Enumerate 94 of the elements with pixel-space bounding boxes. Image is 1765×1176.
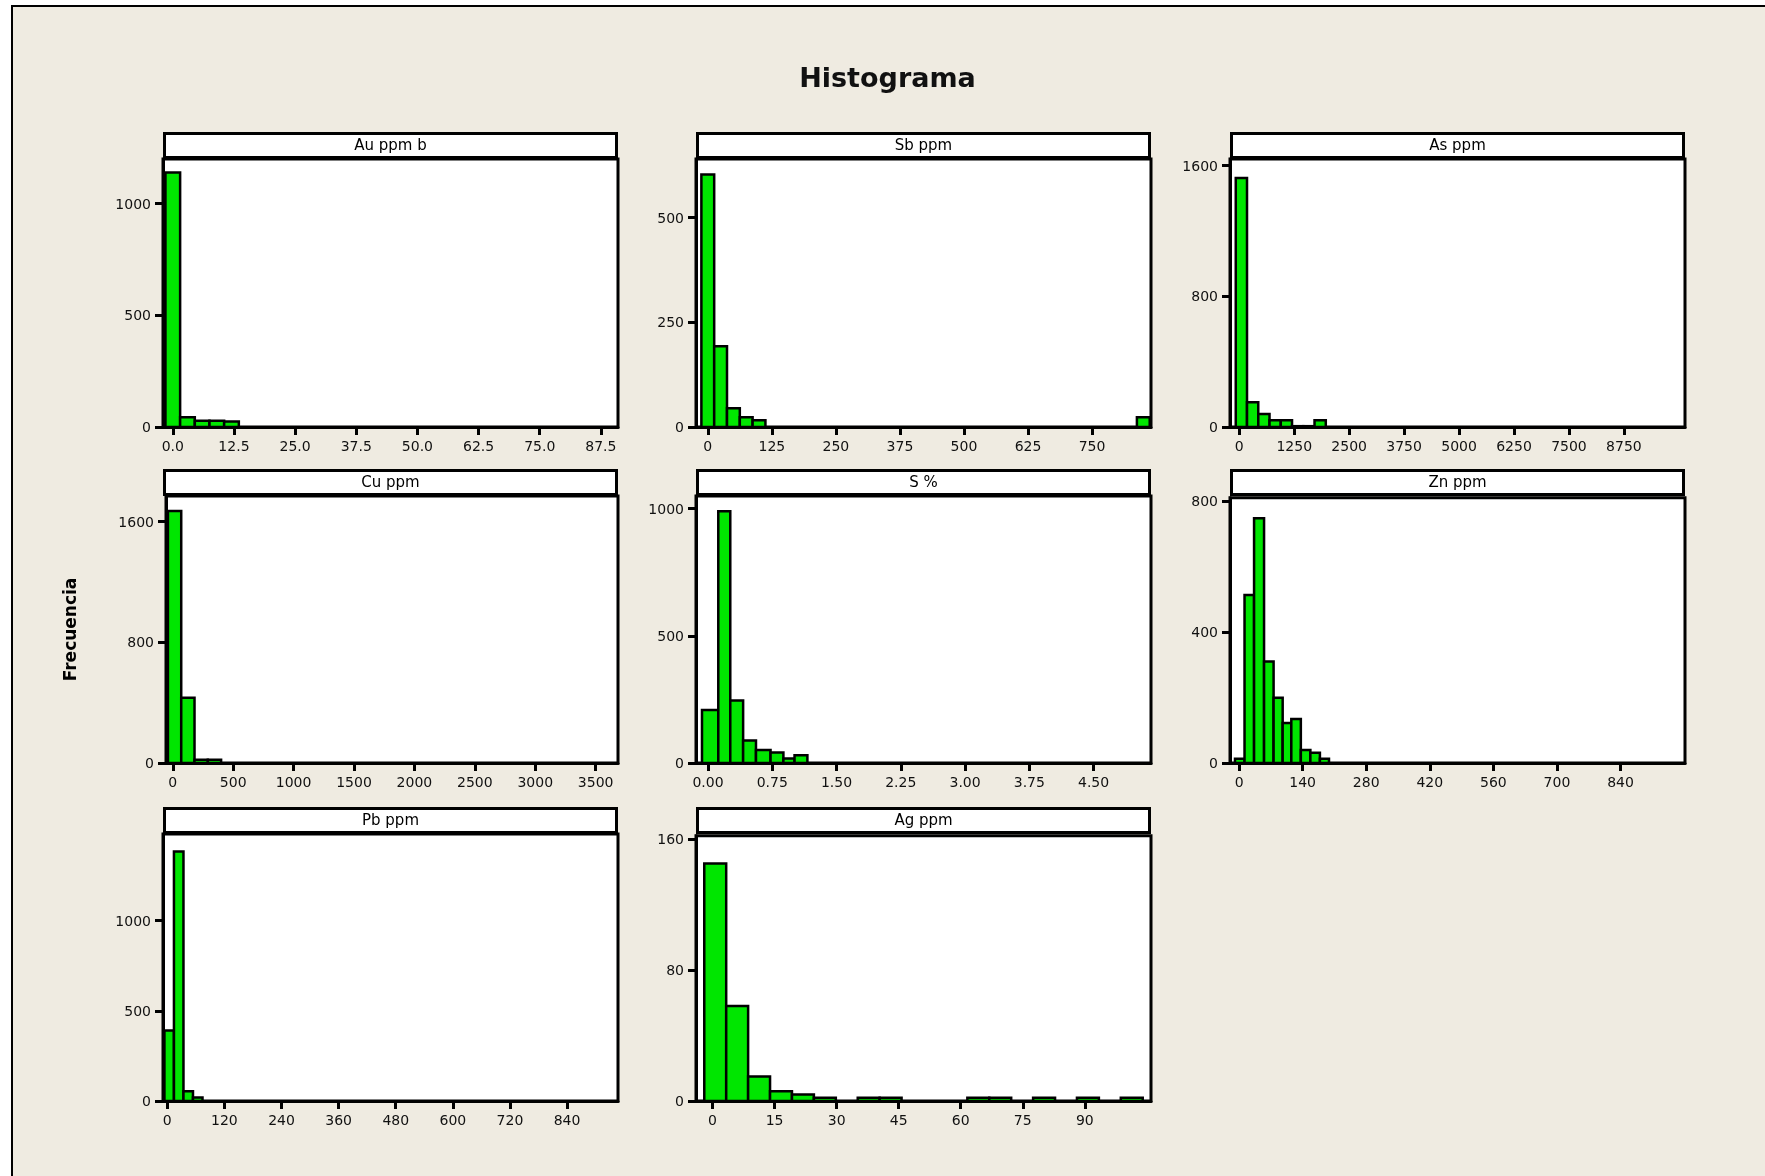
x-tick-label: 8750 <box>1606 438 1642 454</box>
chart-title: Zn ppm <box>1230 469 1685 496</box>
y-tick-label: 0 <box>1209 419 1218 435</box>
x-tick-label: 360 <box>325 1112 352 1128</box>
y-tick-label: 1000 <box>648 500 684 517</box>
chart-title: Ag ppm <box>696 807 1151 834</box>
x-tick-label: 500 <box>219 774 247 790</box>
x-tick-label: 140 <box>1289 774 1317 790</box>
y-tick-label: 1600 <box>1182 157 1218 174</box>
x-tick-label: 90 <box>1075 1112 1094 1128</box>
x-tick-label: 625 <box>1014 438 1042 454</box>
x-tick-label: 3500 <box>577 774 614 790</box>
x-tick-label: 280 <box>1352 774 1380 790</box>
y-tick-label: 400 <box>1191 624 1218 640</box>
x-tick-label: 0 <box>1234 438 1244 454</box>
x-tick-label: 420 <box>1416 774 1444 790</box>
y-tick-label: 800 <box>1191 493 1218 509</box>
y-tick-label: 500 <box>657 209 684 226</box>
x-tick-label: 1000 <box>275 774 312 790</box>
chart-title: Pb ppm <box>163 807 618 834</box>
x-tick-label: 3.75 <box>1013 774 1045 790</box>
x-tick-label: 1250 <box>1276 438 1313 454</box>
x-tick-label: 75.0 <box>524 438 556 454</box>
x-tick-label: 0 <box>703 438 713 454</box>
y-tick-label: 250 <box>657 314 684 331</box>
x-tick-label: 60 <box>951 1112 970 1128</box>
x-tick-label: 0 <box>162 1112 172 1128</box>
chart-title: Sb ppm <box>696 132 1151 159</box>
x-tick-label: 4.50 <box>1078 774 1110 790</box>
x-tick-label: 6250 <box>1496 438 1532 454</box>
x-tick-label: 7500 <box>1551 438 1587 454</box>
x-tick-label: 2500 <box>1331 438 1367 454</box>
x-tick-label: 12.5 <box>218 438 250 454</box>
x-tick-label: 37.5 <box>340 438 372 454</box>
x-tick-label: 2.25 <box>885 774 917 790</box>
x-tick-label: 840 <box>553 1112 581 1128</box>
x-tick-label: 560 <box>1480 774 1507 790</box>
chart-title: As ppm <box>1230 132 1685 159</box>
x-tick-label: 250 <box>822 438 850 454</box>
y-tick-label: 1600 <box>118 513 154 530</box>
x-tick-label: 25.0 <box>279 438 311 454</box>
x-tick-label: 840 <box>1607 774 1634 790</box>
x-tick-label: 50.0 <box>401 438 433 454</box>
x-tick-label: 3000 <box>517 774 554 790</box>
x-tick-label: 87.5 <box>585 438 617 454</box>
x-tick-label: 240 <box>268 1112 295 1128</box>
chart-title: Cu ppm <box>163 469 618 496</box>
y-tick-label: 160 <box>657 831 684 847</box>
x-tick-label: 0.0 <box>161 438 184 454</box>
y-tick-label: 0 <box>1209 755 1218 771</box>
x-tick-label: 62.5 <box>462 438 495 454</box>
x-tick-label: 30 <box>827 1112 846 1128</box>
x-tick-label: 600 <box>439 1112 467 1128</box>
x-tick-label: 1.50 <box>820 774 853 790</box>
x-tick-label: 0 <box>168 774 178 790</box>
x-tick-label: 75 <box>1013 1112 1032 1128</box>
x-tick-label: 2000 <box>396 774 433 790</box>
x-tick-label: 500 <box>950 438 978 454</box>
x-tick-label: 3.00 <box>949 774 981 790</box>
y-tick-label: 500 <box>124 307 151 324</box>
x-tick-label: 45 <box>889 1112 908 1128</box>
y-tick-label: 500 <box>657 627 684 644</box>
text: Histograma <box>798 62 977 93</box>
x-tick-label: 480 <box>382 1112 410 1128</box>
y-tick-label: 0 <box>675 419 684 435</box>
x-tick-label: 5000 <box>1441 438 1477 454</box>
x-tick-label: 15 <box>765 1112 784 1128</box>
y-tick-label: 0 <box>675 755 684 771</box>
x-tick-label: 2500 <box>457 774 493 790</box>
x-tick-label: 125 <box>758 438 786 454</box>
x-tick-label: 750 <box>1078 438 1106 454</box>
x-tick-label: 0.75 <box>756 774 788 790</box>
x-tick-label: 3750 <box>1386 438 1422 454</box>
x-tick-label: 0.00 <box>692 774 724 790</box>
x-tick-label: 120 <box>211 1112 238 1128</box>
x-tick-label: 700 <box>1543 774 1571 790</box>
x-tick-label: 375 <box>886 438 914 454</box>
y-axis-title: Frecuencia <box>59 577 80 682</box>
chart-title: Au ppm b <box>163 132 618 159</box>
x-tick-label: 0 <box>708 1112 718 1128</box>
y-tick-label: 0 <box>145 755 154 771</box>
y-tick-label: 500 <box>124 1002 151 1019</box>
y-tick-label: 80 <box>666 962 684 978</box>
y-tick-label: 0 <box>142 419 151 435</box>
y-tick-label: 800 <box>1191 288 1218 305</box>
x-tick-label: 1500 <box>336 774 372 790</box>
x-tick-label: 720 <box>496 1112 524 1128</box>
y-tick-label: 0 <box>675 1093 684 1109</box>
y-tick-label: 1000 <box>115 912 151 929</box>
y-tick-label: 800 <box>127 634 154 651</box>
chart-title: S % <box>696 469 1151 496</box>
x-tick-label: 0 <box>1234 774 1244 790</box>
y-tick-label: 0 <box>142 1093 151 1109</box>
y-tick-label: 1000 <box>115 195 151 212</box>
